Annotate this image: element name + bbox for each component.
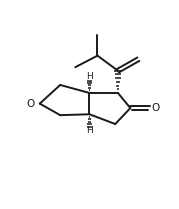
Text: H: H xyxy=(86,126,93,135)
Text: O: O xyxy=(151,103,159,113)
Text: H: H xyxy=(86,72,93,81)
Text: O: O xyxy=(26,99,34,109)
